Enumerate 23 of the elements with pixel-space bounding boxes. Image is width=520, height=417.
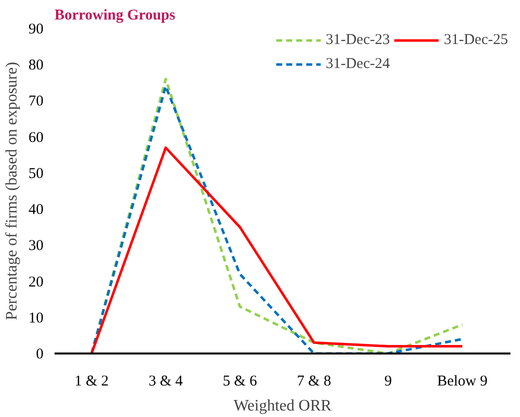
y-tick-label: 40 — [28, 202, 44, 218]
y-tick-label: 60 — [28, 130, 44, 146]
y-tick-label: 30 — [28, 238, 44, 254]
chart-title: Borrowing Groups — [54, 8, 176, 24]
x-tick-label: 7 & 8 — [296, 374, 332, 390]
x-tick-label: 9 — [384, 374, 392, 390]
x-tick-label: 3 & 4 — [148, 374, 184, 390]
legend-label: 31-Dec-23 — [326, 32, 390, 48]
y-tick-label: 50 — [28, 166, 44, 182]
x-tick-label: Below 9 — [437, 374, 488, 390]
line-series — [90, 146, 464, 354]
y-tick-label: 10 — [28, 310, 44, 326]
legend-label: 31-Dec-25 — [444, 32, 508, 48]
y-axis-title: Percentage of firms (based on exposure) — [4, 62, 20, 320]
x-tick-label: 5 & 6 — [222, 374, 258, 390]
x-tick-label: 1 & 2 — [74, 374, 109, 390]
y-tick-label: 0 — [36, 346, 44, 362]
y-tick-label: 20 — [28, 274, 44, 290]
legend-label: 31-Dec-24 — [326, 56, 390, 72]
x-axis-title: Weighted ORR — [234, 398, 332, 414]
y-tick-label: 80 — [28, 58, 44, 74]
y-tick-label: 90 — [28, 22, 44, 38]
y-tick-label: 70 — [28, 94, 44, 110]
